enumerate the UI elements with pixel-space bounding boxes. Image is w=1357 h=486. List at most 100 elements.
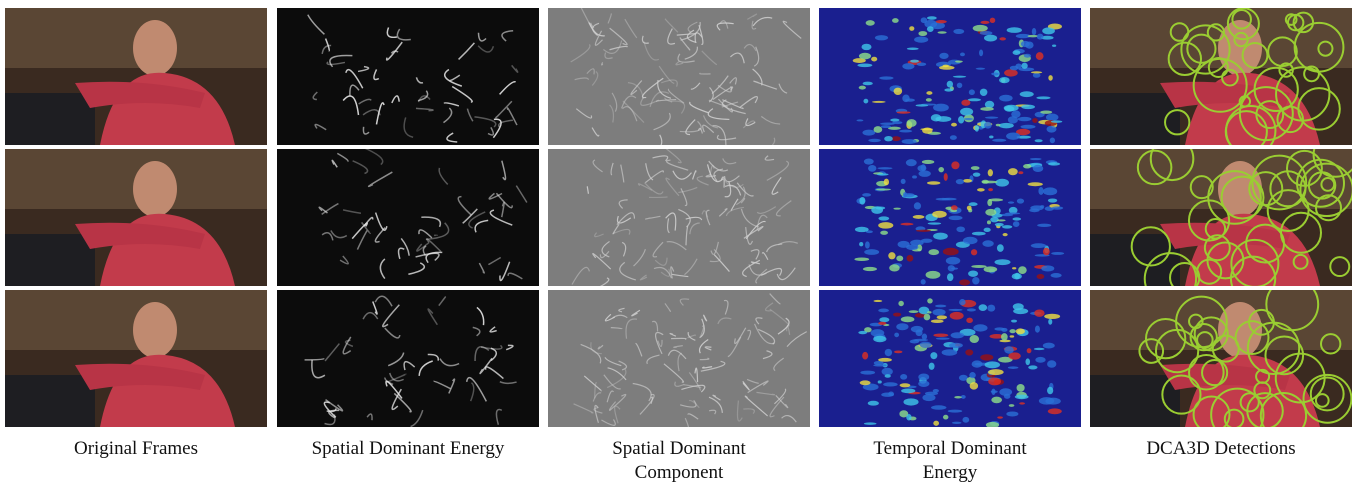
heat-blob	[926, 271, 941, 279]
heat-blob	[1032, 28, 1036, 35]
heat-blob	[1041, 265, 1054, 271]
heat-blob	[928, 249, 939, 255]
heat-blob	[969, 335, 979, 343]
heat-blob	[965, 349, 973, 355]
heat-blob	[968, 98, 981, 101]
heat-blob	[898, 301, 904, 306]
heat-blob	[996, 124, 1001, 127]
heat-blob	[999, 77, 1010, 83]
figure: Original FramesSpatial Dominant EnergySp…	[0, 0, 1357, 486]
heat-blob	[856, 119, 863, 121]
heat-blob	[883, 382, 898, 386]
heat-blob	[927, 181, 940, 184]
heat-blob	[973, 324, 987, 331]
image-panel	[277, 290, 539, 427]
heat-blob	[1051, 120, 1063, 123]
heat-blob	[943, 248, 959, 256]
heat-blob	[1010, 66, 1019, 71]
heat-blob	[979, 49, 983, 56]
heat-blob	[1012, 273, 1022, 279]
heat-blob	[987, 305, 995, 312]
heat-blob	[864, 158, 874, 164]
heat-blob	[1031, 243, 1046, 248]
heat-blob	[948, 309, 962, 311]
heat-blob	[862, 130, 875, 136]
heat-blob	[1048, 198, 1057, 202]
heat-blob	[862, 352, 868, 360]
heat-blob	[985, 117, 998, 119]
heat-blob	[951, 267, 958, 269]
heat-blob	[968, 270, 978, 276]
heat-blob	[953, 76, 966, 78]
heat-blob	[936, 338, 950, 340]
desk-object	[5, 375, 95, 427]
heat-blob	[985, 209, 996, 216]
heat-blob	[927, 298, 933, 303]
heat-blob	[1044, 314, 1060, 319]
heat-blob	[971, 166, 980, 170]
heat-blob	[950, 135, 957, 140]
heat-blob	[893, 208, 901, 210]
heat-blob	[901, 316, 915, 322]
heat-blob	[877, 167, 892, 169]
image-panel	[1090, 149, 1352, 286]
heat-blob	[913, 215, 925, 219]
heat-blob	[1043, 187, 1057, 195]
texture	[602, 62, 603, 65]
heat-blob	[902, 139, 917, 144]
heat-blob	[953, 29, 964, 34]
heat-blob	[985, 361, 1000, 368]
desk-object	[5, 234, 95, 286]
heat-blob	[973, 25, 988, 32]
heat-blob	[859, 242, 863, 246]
heat-blob	[952, 422, 962, 424]
heat-blob	[878, 222, 893, 228]
heat-blob	[863, 267, 877, 271]
heat-blob	[967, 308, 976, 311]
heat-blob	[939, 53, 948, 59]
head	[133, 20, 177, 76]
heat-blob	[865, 241, 870, 248]
heat-blob	[959, 299, 966, 305]
heat-blob	[1035, 139, 1043, 142]
heat-blob	[963, 179, 972, 183]
heat-blob	[871, 57, 877, 62]
heat-blob	[961, 100, 970, 106]
heat-blob	[897, 111, 911, 113]
heat-blob	[947, 273, 953, 281]
heat-blob	[1036, 96, 1050, 99]
heat-blob	[894, 333, 899, 338]
caption: Temporal Dominant Energy	[850, 437, 1050, 485]
image-panel	[1090, 8, 1352, 145]
heat-blob	[973, 173, 981, 177]
heat-blob	[1020, 91, 1034, 97]
heat-blob	[951, 332, 965, 338]
heat-blob	[1018, 171, 1023, 174]
heat-blob	[980, 89, 988, 96]
heat-blob	[927, 16, 937, 19]
heat-blob	[1052, 45, 1056, 47]
heat-blob	[990, 18, 996, 23]
background	[548, 149, 810, 286]
heat-blob	[1047, 126, 1057, 133]
background	[819, 8, 1081, 145]
image-panel	[548, 290, 810, 427]
heat-blob	[989, 136, 993, 139]
image-panel	[277, 149, 539, 286]
heat-blob	[1028, 182, 1043, 186]
heat-blob	[1043, 343, 1055, 349]
caption: Spatial Dominant Component	[579, 437, 779, 485]
heat-blob	[900, 374, 907, 380]
heat-blob	[938, 167, 944, 172]
heat-blob	[893, 313, 901, 317]
heat-blob	[1038, 187, 1043, 195]
desk-object	[1090, 234, 1180, 286]
heat-blob	[863, 99, 868, 104]
heat-blob	[1008, 168, 1018, 175]
heat-blob	[1040, 205, 1044, 208]
heat-blob	[864, 249, 879, 255]
caption: Spatial Dominant Energy	[308, 437, 508, 461]
heat-blob	[962, 417, 969, 423]
heat-blob	[906, 244, 918, 250]
heat-blob	[921, 17, 928, 23]
